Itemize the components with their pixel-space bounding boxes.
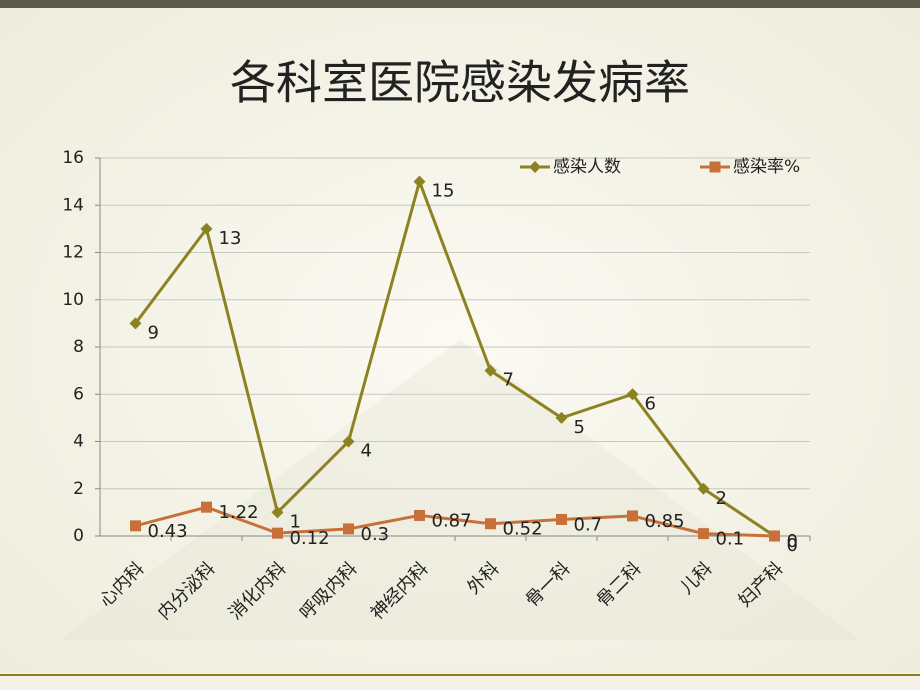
point <box>627 510 638 522</box>
y-tick-label: 0 <box>73 526 84 546</box>
point <box>413 175 426 188</box>
point <box>343 523 354 535</box>
data-label: 13 <box>219 228 242 249</box>
data-label: 0.3 <box>361 524 390 545</box>
footer-band <box>0 672 920 690</box>
y-tick-label: 14 <box>62 195 84 215</box>
data-label: 7 <box>503 370 514 391</box>
point <box>272 527 283 539</box>
legend-label: 感染人数 <box>553 157 621 177</box>
y-tick-label: 4 <box>73 432 84 452</box>
point <box>555 411 568 424</box>
series-line <box>134 176 776 538</box>
data-label: 5 <box>574 417 585 438</box>
top-border <box>0 0 920 8</box>
data-label: 6 <box>645 393 656 414</box>
y-tick-label: 2 <box>73 479 84 499</box>
point <box>769 530 780 542</box>
fan-decoration <box>60 340 860 640</box>
data-label: 0.1 <box>716 529 745 550</box>
point <box>129 317 142 330</box>
legend-label: 感染率% <box>733 157 800 177</box>
point <box>130 520 141 532</box>
y-tick-label: 12 <box>62 243 84 263</box>
point <box>342 435 355 448</box>
point <box>414 509 425 521</box>
y-tick-label: 10 <box>62 290 84 310</box>
point <box>709 161 721 173</box>
data-label: 9 <box>148 322 159 343</box>
point <box>271 506 284 519</box>
data-label: 2 <box>716 488 727 509</box>
data-label: 1 <box>290 511 301 532</box>
y-tick-label: 16 <box>62 148 84 168</box>
data-label: 0.7 <box>574 514 603 535</box>
point <box>698 528 709 540</box>
data-label: 0.52 <box>503 519 543 540</box>
chart-title: 各科室医院感染发病率 <box>230 56 690 110</box>
point <box>697 482 710 495</box>
point <box>201 501 212 513</box>
point <box>529 161 541 173</box>
data-label: 0.85 <box>645 511 685 532</box>
point <box>626 388 639 401</box>
y-tick-label: 6 <box>73 384 84 404</box>
series-line <box>135 505 775 538</box>
data-label: 15 <box>432 181 455 202</box>
point <box>556 513 567 525</box>
data-label: 0.43 <box>148 521 188 542</box>
data-label: 0.87 <box>432 510 472 531</box>
point <box>485 518 496 530</box>
point <box>484 364 497 377</box>
data-label: 0.12 <box>290 528 330 549</box>
point <box>200 222 213 235</box>
y-tick-label: 8 <box>73 337 84 357</box>
data-label: 0 <box>787 531 798 552</box>
data-label: 0 <box>787 535 798 556</box>
data-label: 4 <box>361 441 372 462</box>
data-label: 1.22 <box>219 502 259 523</box>
